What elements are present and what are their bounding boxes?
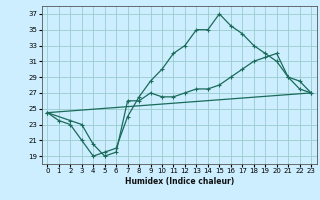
X-axis label: Humidex (Indice chaleur): Humidex (Indice chaleur) [124,177,234,186]
